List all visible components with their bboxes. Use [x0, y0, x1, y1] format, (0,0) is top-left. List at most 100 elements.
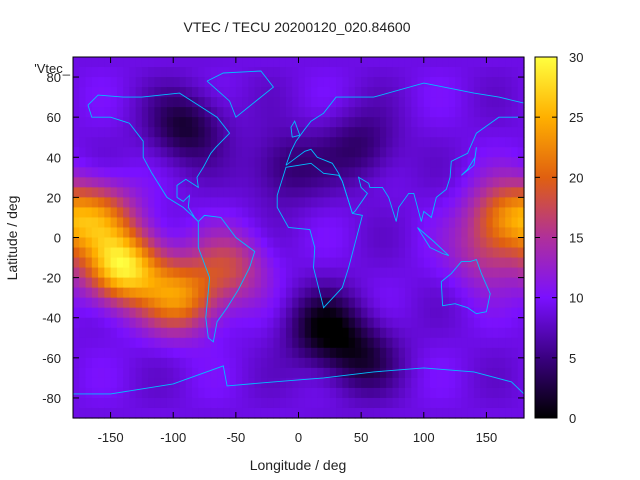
heatmap-cell [229, 117, 237, 128]
heatmap-cell [386, 257, 394, 269]
heatmap-cell [298, 297, 306, 309]
heatmap-cell [154, 327, 162, 339]
heatmap-cell [98, 197, 105, 209]
heatmap-cell [179, 117, 187, 128]
heatmap-cell [179, 167, 187, 178]
heatmap-cell [179, 367, 187, 379]
heatmap-cell [423, 357, 431, 369]
heatmap-cell [141, 247, 149, 259]
heatmap-cell [192, 357, 199, 369]
heatmap-cell [348, 307, 356, 319]
heatmap-cell [204, 147, 212, 158]
heatmap-cell [461, 127, 469, 138]
heatmap-cell [160, 97, 168, 108]
heatmap-cell [73, 227, 80, 239]
heatmap-cell [311, 387, 318, 399]
heatmap-cell [373, 237, 381, 249]
heatmap-cell [198, 337, 206, 349]
heatmap-cell [210, 157, 218, 168]
heatmap-cell [298, 147, 306, 158]
heatmap-cell [448, 327, 456, 339]
heatmap-cell [486, 267, 494, 279]
heatmap-cell [85, 307, 93, 319]
heatmap-cell [198, 127, 206, 138]
heatmap-cell [342, 237, 350, 249]
heatmap-cell [342, 337, 350, 349]
heatmap-cell [323, 127, 331, 138]
heatmap-cell [267, 307, 275, 319]
heatmap-cell [135, 257, 143, 269]
heatmap-cell [242, 197, 249, 209]
heatmap-cell [116, 57, 124, 68]
heatmap-cell [166, 227, 174, 239]
heatmap-cell [411, 337, 419, 349]
heatmap-cell [104, 97, 112, 108]
heatmap-cell [455, 207, 462, 219]
heatmap-cell [91, 127, 99, 138]
heatmap-cell [348, 187, 356, 198]
heatmap-cell [354, 347, 362, 359]
heatmap-cell [486, 327, 494, 339]
heatmap-cell [267, 357, 275, 369]
heatmap-cell [116, 107, 124, 118]
heatmap-cell [342, 137, 350, 148]
heatmap-cell [129, 367, 137, 379]
heatmap-cell [392, 237, 400, 249]
heatmap-cell [354, 127, 362, 138]
heatmap-cell [85, 327, 93, 339]
heatmap-cell [492, 137, 500, 148]
heatmap-cell [192, 107, 199, 118]
heatmap-cell [417, 337, 425, 349]
heatmap-cell [442, 167, 450, 178]
heatmap-cell [116, 77, 124, 88]
heatmap-cell [198, 137, 206, 148]
heatmap-cell [411, 177, 419, 188]
heatmap-cell [235, 117, 243, 128]
heatmap-cell [386, 107, 394, 118]
heatmap-cell [417, 317, 425, 329]
heatmap-cell [492, 167, 500, 178]
heatmap-cell [392, 407, 400, 419]
heatmap-cell [461, 387, 469, 399]
heatmap-cell [379, 337, 387, 349]
heatmap-cell [467, 177, 475, 188]
heatmap-cell [311, 257, 318, 269]
heatmap-cell [311, 307, 318, 319]
heatmap-cell [498, 407, 506, 419]
heatmap-cell [248, 207, 256, 219]
heatmap-cell [129, 57, 137, 68]
heatmap-cell [411, 107, 419, 118]
heatmap-cell [505, 187, 513, 198]
heatmap-cell [379, 57, 387, 68]
heatmap-cell [248, 167, 256, 178]
heatmap-cell [166, 367, 174, 379]
heatmap-cell [135, 197, 143, 209]
heatmap-cell [254, 207, 262, 219]
heatmap-cell [185, 147, 193, 158]
heatmap-cell [160, 387, 168, 399]
heatmap-cell [448, 97, 456, 108]
heatmap-cell [129, 207, 137, 219]
heatmap-cell [486, 87, 494, 98]
heatmap-cell [342, 227, 350, 239]
heatmap-cell [398, 347, 406, 359]
heatmap-cell [448, 257, 456, 269]
heatmap-cell [110, 197, 118, 209]
heatmap-cell [166, 387, 174, 399]
heatmap-cell [430, 87, 437, 98]
heatmap-cell [417, 237, 425, 249]
heatmap-cell [210, 247, 218, 259]
heatmap-cell [154, 337, 162, 349]
heatmap-cell [336, 397, 343, 409]
heatmap-cell [254, 167, 262, 178]
heatmap-cell [267, 247, 275, 259]
heatmap-cell [235, 287, 243, 299]
heatmap-cell [498, 147, 506, 158]
heatmap-cell [116, 207, 124, 219]
heatmap-cell [367, 277, 375, 289]
heatmap-cell [417, 67, 425, 78]
heatmap-cell [329, 177, 337, 188]
heatmap-cell [104, 77, 112, 88]
heatmap-cell [480, 377, 488, 389]
heatmap-cell [317, 247, 325, 259]
